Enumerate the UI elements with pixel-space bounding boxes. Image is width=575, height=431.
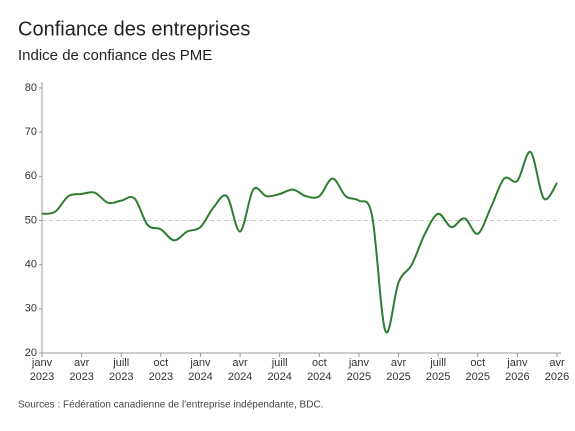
x-tick-label: juill 2025 [426,357,450,383]
x-tick-label: oct 2025 [466,357,490,383]
y-tick-label: 70 [25,126,37,138]
data-line [41,151,558,334]
x-tick-label: juill 2024 [267,357,291,383]
x-tick-label: janv 2024 [188,357,212,383]
source-note: Sources : Fédération canadienne de l'ent… [18,400,323,411]
x-tick-label: avr 2026 [545,357,569,383]
y-tick-label: 30 [25,303,37,315]
x-tick-label: janv 2025 [347,357,371,383]
y-tick-label: 40 [25,259,37,271]
y-tick-label: 20 [25,347,37,359]
y-tick-label: 60 [25,170,37,182]
x-tick-label: janv 2023 [30,357,54,383]
x-tick-label: oct 2023 [149,357,173,383]
x-tick-label: avr 2024 [228,357,252,383]
chart-subtitle: Indice de confiance des PME [18,47,212,64]
x-tick-label: oct 2024 [307,357,331,383]
x-tick-label: janv 2026 [505,357,529,383]
y-tick-label: 80 [25,82,37,94]
plot-area: 20 30 40 50 60 70 80 janv 2023 avr 2023 juill 2023 oc… [25,82,569,383]
x-tick-label: avr 2023 [69,357,93,383]
chart-title: Confiance des entreprises [18,18,250,40]
x-tick-label: avr 2025 [386,357,410,383]
y-tick-label: 50 [25,214,37,226]
x-tick-label: juill 2023 [109,357,133,383]
